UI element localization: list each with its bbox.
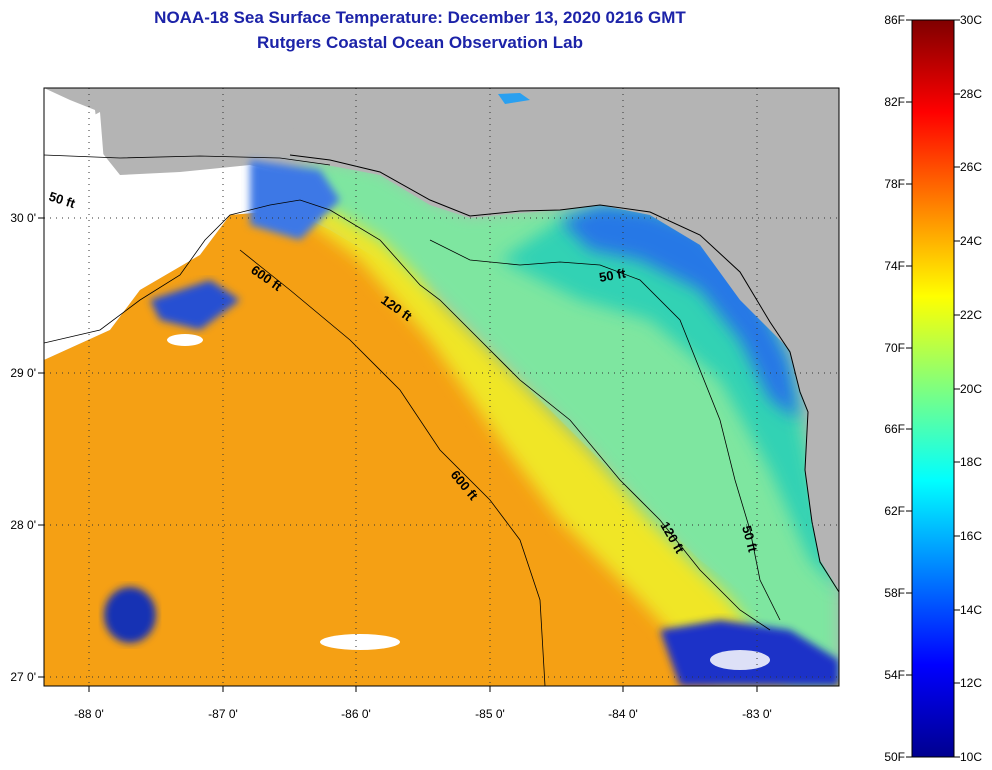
lon-tick-label: -87 0'	[208, 707, 238, 721]
colorbar-c-label: 28C	[960, 87, 982, 101]
map-subtitle: Rutgers Coastal Ocean Observation Lab	[257, 33, 583, 52]
lat-tick-label: 28 0'	[10, 518, 36, 532]
colorbar-f-label: 54F	[884, 668, 905, 682]
colorbar-f-label: 82F	[884, 95, 905, 109]
no-data-area	[44, 88, 290, 360]
colorbar-f-label: 62F	[884, 504, 905, 518]
colorbar-ticks	[906, 19, 960, 758]
colorbar-f-label: 86F	[884, 13, 905, 27]
colorbar-f-label: 78F	[884, 177, 905, 191]
colorbar-c-label: 22C	[960, 308, 982, 322]
lat-tick-label: 29 0'	[10, 366, 36, 380]
contour-120ft	[44, 199, 771, 631]
colorbar-c-label: 20C	[960, 382, 982, 396]
inland-lake	[498, 93, 530, 104]
lat-tick-label: 30 0'	[10, 211, 36, 225]
land-peninsula	[44, 112, 105, 185]
colorbar	[911, 19, 955, 758]
map-title: NOAA-18 Sea Surface Temperature: Decembe…	[154, 8, 686, 27]
lon-tick-label: -85 0'	[475, 707, 505, 721]
cloud-gap	[167, 334, 203, 346]
colorbar-f-label: 74F	[884, 259, 905, 273]
contour-50ft	[429, 239, 781, 621]
map-frame	[43, 87, 840, 687]
graticule	[44, 88, 839, 686]
yellow-band	[290, 175, 839, 686]
contour-600ft	[239, 249, 546, 686]
contour-label: 50 ft	[739, 524, 761, 554]
cloud-gap	[320, 634, 400, 650]
contour-label: 50 ft	[598, 265, 628, 285]
cold-coastal-water	[560, 205, 800, 420]
lon-tick-label: -83 0'	[742, 707, 772, 721]
colorbar-c-label: 12C	[960, 676, 982, 690]
colorbar-c-label: 24C	[960, 234, 982, 248]
colorbar-c-label: 14C	[960, 603, 982, 617]
lon-tick-label: -84 0'	[608, 707, 638, 721]
colorbar-c-label: 26C	[960, 160, 982, 174]
cloud-gap	[710, 650, 770, 670]
colorbar-f-label: 66F	[884, 422, 905, 436]
colorbar-c-label: 30C	[960, 13, 982, 27]
lon-tick-label: -88 0'	[74, 707, 104, 721]
lat-tick-label: 27 0'	[10, 670, 36, 684]
colorbar-f-label: 58F	[884, 586, 905, 600]
contour-50ft-west	[44, 154, 331, 166]
coastline	[289, 154, 839, 593]
cold-eddy	[104, 587, 156, 643]
florida-land	[290, 88, 839, 590]
cold-patch-north	[250, 160, 340, 240]
lon-tick-label: -86 0'	[341, 707, 371, 721]
colorbar-c-label: 18C	[960, 455, 982, 469]
axis-ticks	[38, 217, 758, 692]
colorbar-f-label: 70F	[884, 341, 905, 355]
map-plot-area	[44, 88, 839, 686]
colorbar-c-label: 16C	[960, 529, 982, 543]
colorbar-c-label: 10C	[960, 750, 982, 764]
cold-patch-delta	[150, 280, 240, 330]
colorbar-f-label: 50F	[884, 750, 905, 764]
